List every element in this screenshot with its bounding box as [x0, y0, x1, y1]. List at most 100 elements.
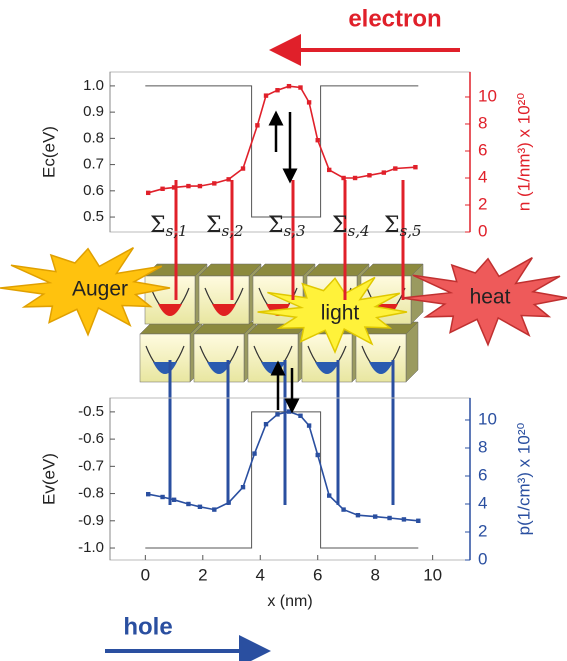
data-point [298, 85, 303, 90]
y2-tick-label: 10 [478, 409, 497, 428]
data-point [315, 452, 320, 458]
y2-tick-label: 8 [478, 437, 487, 456]
data-point [341, 175, 346, 181]
y-tick-label: -0.7 [78, 457, 104, 474]
x-tick-label: 10 [423, 565, 442, 584]
data-point [226, 500, 231, 505]
sigma-symbol: Σ [384, 213, 400, 238]
y-tick-label: 0.9 [83, 103, 104, 120]
cube-front [301, 333, 353, 383]
y-tick-label: -0.5 [78, 403, 104, 420]
y-tick-label: 0.8 [83, 129, 104, 146]
auger-label: Auger [72, 278, 128, 301]
data-point [186, 183, 191, 189]
data-point [146, 190, 151, 196]
electron-label: electron [348, 5, 441, 32]
cube-carriers [158, 304, 182, 316]
x-axis-title: x (nm) [267, 593, 312, 610]
y2-axis-title: n (1/nm³) x 10²⁰ [514, 93, 533, 211]
data-point [240, 166, 246, 171]
data-point [252, 451, 257, 456]
data-point [146, 491, 151, 497]
cube-front [355, 333, 407, 383]
data-point [275, 412, 280, 417]
auger-burst [0, 247, 171, 337]
data-point [306, 423, 312, 428]
y2-tick-label: 10 [478, 86, 497, 105]
data-point [160, 186, 165, 191]
series-line [147, 85, 416, 194]
sigma-label: Σs,3 [268, 213, 306, 240]
y-tick-label: 0.7 [83, 156, 104, 173]
sigma-subscript: s,3 [284, 222, 306, 240]
sigma-label: Σs,5 [384, 213, 422, 240]
y-tick-label: -0.9 [78, 512, 104, 529]
sigma-label: Σs,2 [206, 213, 244, 240]
y-tick-label: 0.5 [83, 208, 104, 225]
cube-front [198, 275, 250, 325]
series-line [145, 85, 419, 218]
cube-front [139, 333, 191, 383]
data-point [255, 123, 260, 128]
data-point [355, 512, 361, 518]
cube-carriers [369, 362, 393, 374]
y2-tick-label: 8 [478, 113, 487, 132]
data-point [197, 504, 203, 509]
data-point [416, 518, 421, 523]
y2-tick-label: 6 [478, 465, 487, 484]
series-line [145, 411, 419, 549]
y2-tick-label: 6 [478, 140, 487, 159]
data-point [401, 517, 407, 522]
data-point [393, 166, 398, 171]
sigma-subscript: s,4 [348, 222, 370, 240]
charts: 0.5 0.6 0.7 0.8 0.9 1.0 0 2 4 6 8 10 Ec(eV) n (1/nm³)… [39, 71, 533, 610]
sigma-subscript: s,1 [166, 222, 188, 240]
y-tick-label: -1.0 [78, 539, 104, 556]
sigma-symbol: Σ [268, 213, 284, 238]
y2-tick-label: 2 [478, 194, 487, 213]
hole-label: hole [123, 613, 172, 640]
data-point [372, 514, 378, 519]
data-point [341, 507, 346, 512]
y2-axis-title: p(1/cm³) x 10²⁰ [514, 423, 533, 536]
data-point [226, 177, 231, 182]
data-point [381, 170, 387, 175]
sigma-label: Σs,1 [150, 213, 188, 240]
data-point [212, 507, 217, 512]
data-point [240, 484, 246, 490]
y2-tick-label: 2 [478, 521, 487, 540]
cube-carriers [315, 362, 339, 374]
series-line [148, 410, 419, 522]
data-point [286, 83, 292, 89]
sigma-subscript: s,5 [400, 222, 422, 240]
x-tick-label: 4 [256, 565, 265, 584]
data-point [212, 181, 217, 186]
sigma-label: Σs,4 [332, 213, 370, 240]
cube-front [193, 333, 245, 383]
diagram [0, 180, 567, 505]
y2-tick-label: 0 [478, 549, 487, 568]
y2-tick-label: 0 [478, 221, 487, 240]
data-point [327, 167, 332, 173]
cube-front [144, 275, 196, 325]
y-axis-title: Ev(eV) [39, 453, 58, 505]
data-point [186, 501, 191, 507]
data-point [197, 183, 203, 189]
data-point [387, 515, 392, 521]
cube-carriers [207, 362, 231, 374]
data-point [275, 88, 280, 93]
cube-carriers [212, 304, 236, 316]
data-point [263, 421, 269, 427]
light-burst [257, 276, 408, 355]
x-tick-label: 8 [370, 565, 379, 584]
data-point [298, 413, 303, 418]
data-point [327, 493, 332, 498]
sigma-subscript: s,2 [222, 222, 244, 240]
data-point [315, 137, 320, 143]
x-tick-label: 2 [198, 565, 207, 584]
data-point [413, 164, 418, 170]
data-point [352, 175, 358, 181]
